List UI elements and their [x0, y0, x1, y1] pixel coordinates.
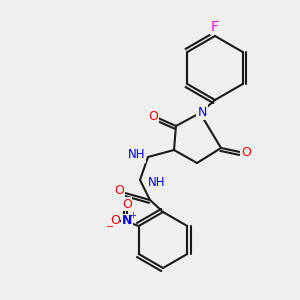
- Text: N: N: [122, 214, 132, 227]
- Text: O: O: [122, 197, 132, 211]
- Text: NH: NH: [128, 148, 145, 161]
- Text: N: N: [197, 106, 207, 118]
- Text: O: O: [148, 110, 158, 122]
- Text: O: O: [241, 146, 251, 158]
- Text: F: F: [211, 20, 219, 34]
- Text: NH: NH: [148, 176, 166, 190]
- Text: +: +: [129, 211, 136, 220]
- Text: O: O: [114, 184, 124, 197]
- Text: −: −: [106, 222, 114, 232]
- Text: O: O: [110, 214, 120, 227]
